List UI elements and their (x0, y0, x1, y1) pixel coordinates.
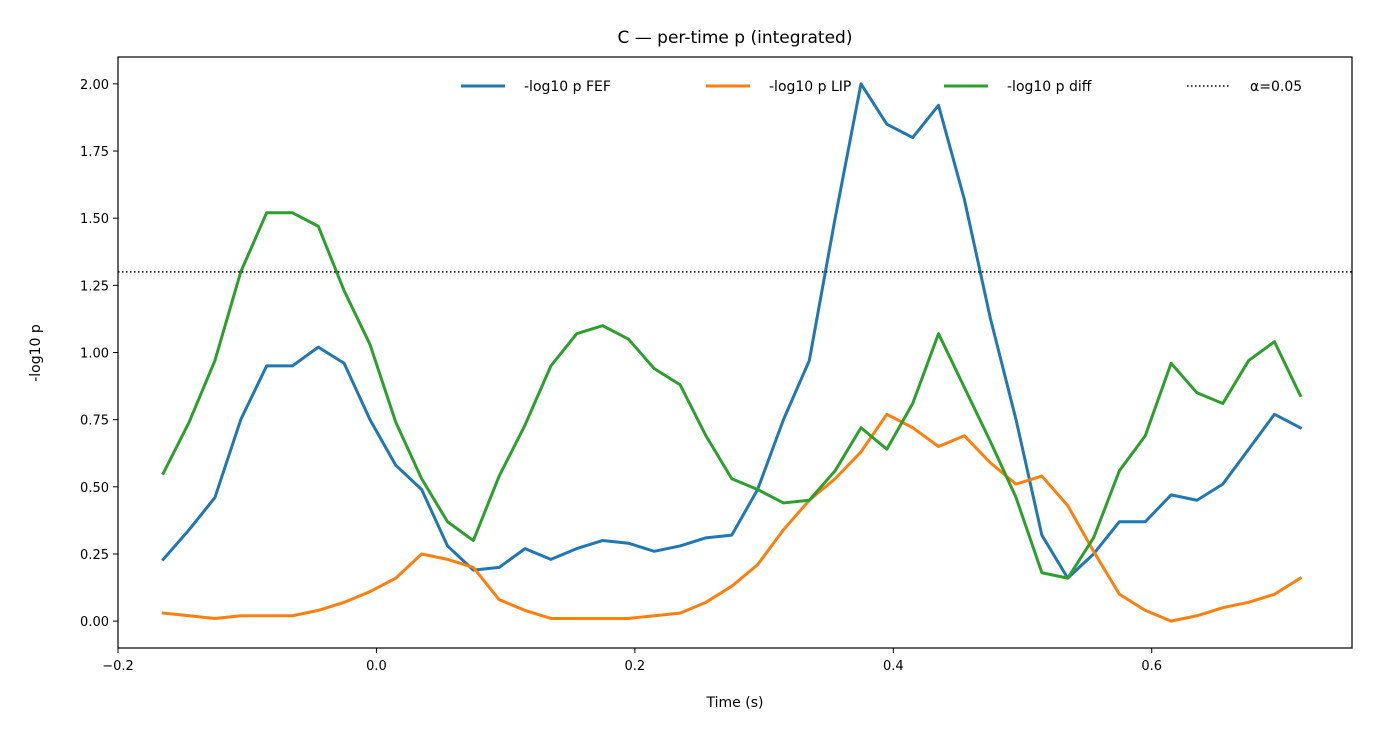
y-tick-label: 0.25 (80, 548, 109, 563)
legend-label-3: α=0.05 (1250, 79, 1302, 95)
y-tick-label: 0.75 (80, 414, 109, 429)
y-axis: 0.00 0.25 0.50 0.75 1.00 1.25 1.50 1.75 2.00 (80, 78, 118, 630)
y-axis-label: -log10 p (28, 324, 44, 382)
x-tick-label: −0.2 (102, 659, 134, 674)
y-tick-label: 2.00 (80, 78, 109, 93)
chart-title: C — per-time p (integrated) (618, 28, 853, 48)
legend-label-2: -log10 p diff (1007, 79, 1092, 95)
series-line-2 (161, 211, 1303, 580)
y-tick-label: 1.75 (80, 145, 109, 160)
series-line-1 (161, 412, 1303, 623)
x-tick-label: 0.6 (1141, 659, 1162, 674)
y-tick-label: 0.50 (80, 481, 109, 496)
plot-area (117, 56, 1353, 649)
series-layer (161, 82, 1303, 623)
legend-label-1: -log10 p LIP (769, 79, 851, 95)
x-tick-label: 0.2 (625, 659, 646, 674)
series-line-0 (161, 82, 1303, 580)
y-tick-label: 0.00 (80, 615, 109, 630)
y-tick-label: 1.00 (80, 347, 109, 362)
x-tick-label: 0.0 (366, 659, 387, 674)
legend: -log10 p FEF -log10 p LIP -log10 p diff α=0… (461, 79, 1302, 95)
y-tick-label: 1.50 (80, 212, 109, 227)
legend-label-0: -log10 p FEF (524, 79, 611, 95)
x-axis: −0.2 0.0 0.2 0.4 0.6 (102, 648, 1162, 674)
y-tick-label: 1.25 (80, 279, 109, 294)
x-tick-label: 0.4 (883, 659, 904, 674)
x-axis-label: Time (s) (706, 695, 764, 711)
